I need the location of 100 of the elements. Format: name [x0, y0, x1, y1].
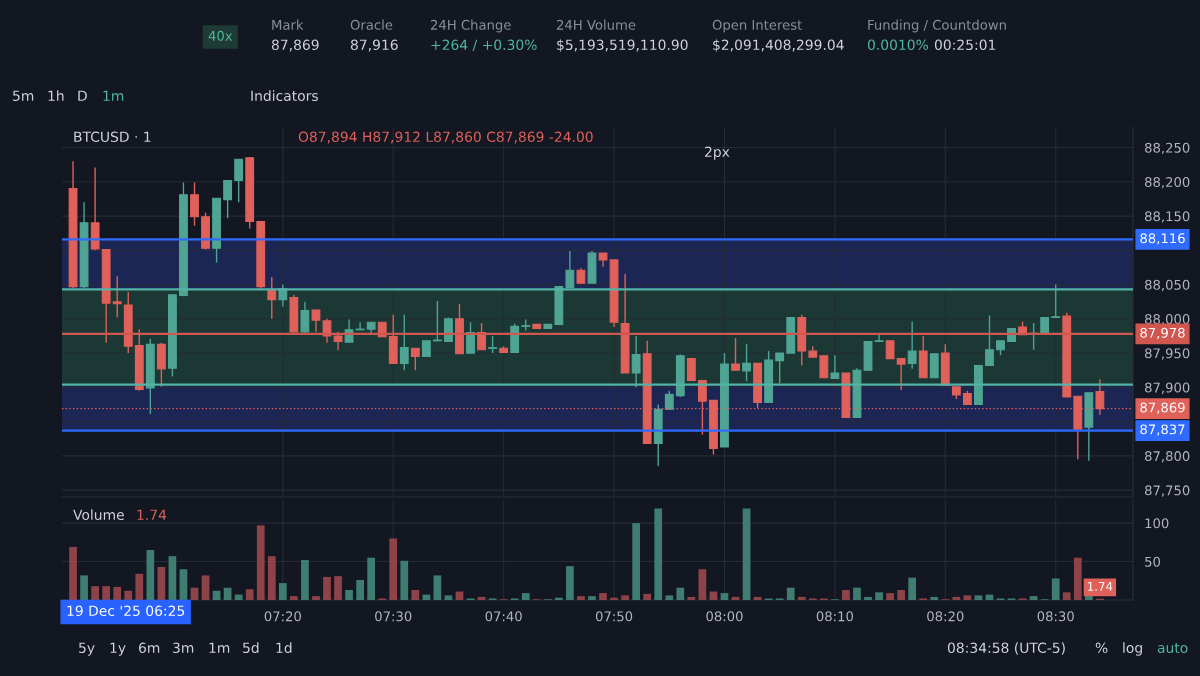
- x-tick-label: 08:00: [706, 611, 743, 622]
- y-tick-label: 88,250: [1145, 142, 1190, 155]
- bar: [797, 596, 806, 600]
- bar: [69, 546, 77, 600]
- annotation: 2px: [705, 146, 730, 160]
- y-tick-label: 88,200: [1145, 177, 1190, 189]
- text: Funding / Countdown: [868, 19, 1006, 33]
- bar: [864, 596, 872, 600]
- bar: [245, 589, 254, 600]
- bar: [930, 596, 939, 600]
- bar: [102, 586, 111, 600]
- bar: [367, 557, 376, 600]
- y-tick-label: 88,150: [1145, 211, 1190, 223]
- text: 24H Volume: [556, 19, 636, 30]
- bar: [444, 595, 453, 600]
- text: 1d: [276, 642, 292, 654]
- annotation: O87,894 H87,912 L87,860 C87,869 -24.00: [298, 131, 593, 144]
- x-tick-label: 07:20: [264, 611, 301, 622]
- annotation: 1.74: [137, 509, 167, 520]
- bar: [1062, 592, 1071, 600]
- text: Indicators: [251, 90, 318, 102]
- ref-line-label: 88,116: [1140, 233, 1185, 245]
- bar: [1073, 557, 1082, 600]
- x-tick-label: 07:30: [375, 611, 412, 622]
- text: 24H Change: [430, 19, 511, 33]
- text: +264 / +0.30%: [431, 39, 537, 52]
- y-tick-label: 88,050: [1145, 279, 1190, 292]
- data-label: 1.74: [1088, 582, 1113, 591]
- bar: [897, 590, 905, 600]
- bar: [786, 587, 795, 600]
- bar: [974, 595, 983, 600]
- bar: [842, 590, 850, 600]
- candlestick: [112, 275, 122, 319]
- x-tick-label: 07:50: [595, 611, 633, 622]
- chart-title: BTCUSD · 1: [74, 131, 151, 143]
- bar: [113, 586, 122, 600]
- bar: [301, 560, 309, 600]
- candlestick: [399, 314, 409, 371]
- text: 3m: [173, 642, 194, 654]
- text: 08:34:58 (UTC-5): [947, 642, 1065, 655]
- bar: [875, 592, 883, 600]
- bar: [742, 508, 751, 600]
- y-tick-label: 88,000: [1145, 314, 1190, 326]
- candlestick: [444, 316, 453, 343]
- x-tick-label: 08:20: [927, 611, 964, 622]
- ref-line-label: 87,837: [1140, 424, 1185, 436]
- bar: [1051, 578, 1060, 600]
- bar: [356, 580, 364, 600]
- candlestick: [874, 333, 884, 343]
- candlestick: [190, 181, 199, 227]
- text: 1h: [48, 90, 64, 101]
- text: 0.0010%: [867, 39, 929, 51]
- y-tick-label: 50: [1145, 556, 1161, 567]
- text: %: [1095, 642, 1108, 654]
- ref-line-label: 87,869: [1140, 402, 1185, 414]
- text: D: [78, 90, 87, 101]
- ref-line-label: 87,978: [1140, 327, 1185, 340]
- candlestick: [985, 314, 994, 367]
- text: $2,091,408,299.04: [713, 39, 844, 52]
- text: 5m: [13, 90, 34, 102]
- text: 00:25:01: [934, 39, 996, 51]
- bar: [334, 576, 342, 600]
- bar: [135, 573, 144, 600]
- bar: [323, 576, 331, 600]
- candlestick: [830, 354, 840, 380]
- text: $5,193,519,110.90: [557, 39, 688, 52]
- bar: [433, 575, 442, 600]
- text: Mark: [272, 19, 304, 30]
- candlestick: [896, 357, 906, 391]
- bar: [521, 593, 530, 600]
- candlestick: [907, 320, 917, 370]
- candlestick: [742, 343, 751, 382]
- bar: [654, 508, 663, 600]
- y-tick-label: 100: [1145, 518, 1169, 529]
- bar: [146, 550, 155, 600]
- candlestick: [565, 250, 575, 289]
- y-tick-label: 87,950: [1145, 348, 1190, 360]
- bar: [80, 575, 88, 600]
- bar: [665, 595, 674, 600]
- candlestick: [300, 301, 310, 334]
- y-tick-label: 87,800: [1145, 451, 1190, 463]
- candlestick: [686, 358, 696, 382]
- bar: [963, 595, 972, 600]
- candlestick: [1051, 283, 1061, 319]
- bar: [886, 593, 894, 600]
- bar: [91, 586, 99, 600]
- bar: [422, 594, 431, 600]
- bar: [621, 595, 629, 600]
- candlestick: [234, 158, 244, 204]
- bar: [157, 566, 166, 600]
- text: Open Interest: [712, 19, 802, 33]
- text: 1m: [103, 90, 124, 101]
- text: Oracle: [350, 19, 393, 30]
- bar: [234, 594, 243, 600]
- x-tick-label: 08:10: [816, 611, 854, 622]
- candlestick: [311, 309, 321, 333]
- candlestick: [929, 353, 939, 379]
- bar: [179, 569, 188, 600]
- bar: [201, 575, 210, 600]
- bar: [411, 590, 420, 600]
